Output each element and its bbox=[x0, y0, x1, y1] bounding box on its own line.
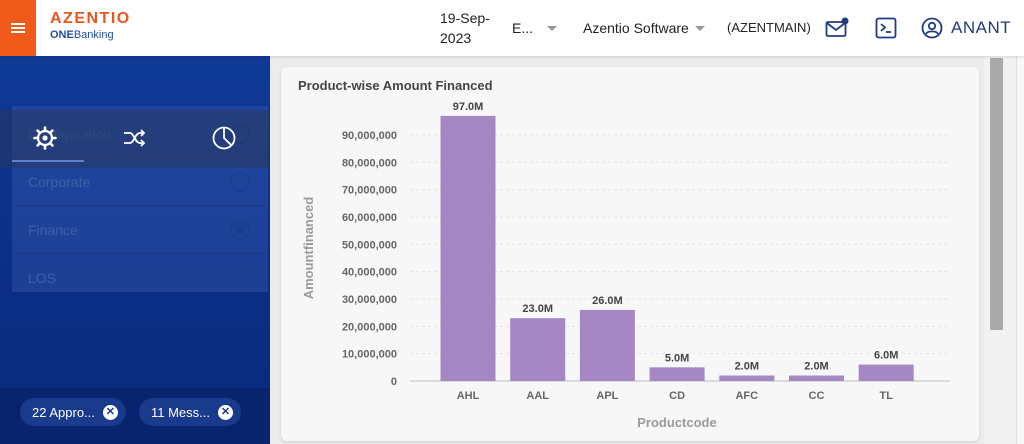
x-tick-label: CC bbox=[809, 390, 825, 402]
y-tick-label: 50,000,000 bbox=[342, 239, 397, 251]
module-item-finance[interactable]: Finance bbox=[12, 206, 268, 254]
y-tick-label: 0 bbox=[391, 376, 397, 388]
company-value: Azentio Software bbox=[583, 20, 689, 36]
user-profile-button[interactable] bbox=[920, 16, 944, 40]
business-date: 19-Sep- 2023 bbox=[440, 8, 490, 48]
user-circle-icon bbox=[921, 17, 943, 39]
approvals-chip-label: 22 Appro... bbox=[32, 404, 95, 420]
hamburger-menu-button[interactable] bbox=[0, 0, 36, 56]
bar-data-label: 2.0M bbox=[735, 361, 759, 373]
mail-notification-icon bbox=[825, 17, 849, 37]
y-tick-label: 30,000,000 bbox=[342, 294, 397, 306]
dashboard-tool-button[interactable] bbox=[210, 124, 238, 152]
bar bbox=[440, 115, 496, 381]
active-tool-indicator bbox=[12, 160, 84, 162]
y-tick-label: 90,000,000 bbox=[342, 130, 397, 142]
radio-button[interactable] bbox=[230, 172, 250, 192]
bar-data-label: 23.0M bbox=[522, 303, 553, 315]
logo-sub-thin: Banking bbox=[73, 29, 114, 41]
x-tick-label: APL bbox=[596, 390, 618, 402]
y-tick-label: 80,000,000 bbox=[342, 157, 397, 169]
y-tick-label: 10,000,000 bbox=[342, 349, 397, 361]
user-name[interactable]: ANANT bbox=[951, 18, 1012, 37]
logo-subbrand: ONEBanking bbox=[50, 29, 131, 41]
bar bbox=[649, 367, 705, 381]
module-item-los[interactable]: LOS bbox=[12, 254, 268, 302]
bar-data-label: 6.0M bbox=[874, 350, 898, 362]
close-icon[interactable]: ✕ bbox=[102, 404, 118, 420]
bar-data-label: 5.0M bbox=[665, 352, 689, 364]
top-header: AZENTIO ONEBanking 19-Sep- 2023 E... Aze… bbox=[0, 0, 1024, 56]
chevron-down-icon bbox=[694, 25, 705, 31]
hamburger-icon bbox=[11, 23, 25, 33]
module-item-label: Finance bbox=[28, 222, 78, 238]
x-axis-label: Productcode bbox=[637, 415, 716, 430]
business-date-line1: 19-Sep- bbox=[440, 10, 490, 26]
chart-title: Product-wise Amount Financed bbox=[298, 78, 493, 93]
y-tick-label: 70,000,000 bbox=[342, 185, 397, 197]
mail-button[interactable] bbox=[825, 16, 849, 40]
gear-icon bbox=[33, 126, 57, 150]
messages-chip-label: 11 Mess... bbox=[151, 404, 211, 420]
app-logo: AZENTIO ONEBanking bbox=[50, 10, 131, 41]
bar bbox=[510, 318, 566, 381]
logo-sub-bold: ONE bbox=[50, 29, 74, 41]
bar-data-label: 97.0M bbox=[453, 101, 484, 113]
bar bbox=[719, 375, 775, 381]
scrollbar-thumb[interactable] bbox=[990, 58, 1003, 330]
shuffle-icon bbox=[124, 129, 146, 147]
approvals-chip[interactable]: 22 Appro... ✕ bbox=[20, 398, 126, 426]
language-dropdown[interactable]: E... bbox=[512, 20, 558, 36]
x-tick-label: TL bbox=[879, 390, 893, 402]
radio-button[interactable] bbox=[230, 268, 250, 288]
chevron-down-icon bbox=[547, 25, 558, 31]
bar bbox=[789, 375, 844, 381]
company-dropdown[interactable]: Azentio Software bbox=[583, 20, 705, 36]
shuffle-tool-button[interactable] bbox=[121, 124, 149, 152]
messages-chip[interactable]: 11 Mess... ✕ bbox=[139, 398, 242, 426]
module-item-corporate[interactable]: Corporate bbox=[12, 158, 268, 206]
x-tick-label: AHL bbox=[457, 390, 480, 402]
x-tick-label: AAL bbox=[526, 390, 549, 402]
x-tick-label: AFC bbox=[735, 390, 758, 402]
x-tick-label: CD bbox=[669, 390, 685, 402]
y-axis-label: Amountfinanced bbox=[301, 197, 316, 300]
language-value: E... bbox=[512, 20, 534, 36]
pie-chart-icon bbox=[212, 126, 236, 150]
radio-button-selected[interactable] bbox=[230, 220, 250, 240]
bar-data-label: 26.0M bbox=[592, 295, 623, 307]
close-icon[interactable]: ✕ bbox=[218, 404, 234, 420]
settings-tool-button[interactable] bbox=[31, 124, 59, 152]
bar bbox=[858, 364, 914, 381]
module-item-label: Corporate bbox=[28, 174, 91, 190]
bar bbox=[579, 309, 635, 381]
y-tick-label: 40,000,000 bbox=[342, 267, 397, 279]
branch-code: (AZENTMAIN) bbox=[727, 20, 811, 35]
module-item-label: LOS bbox=[28, 270, 57, 286]
bar-data-label: 2.0M bbox=[804, 361, 828, 373]
business-date-line2: 2023 bbox=[440, 30, 472, 46]
logo-brand: AZENTIO bbox=[50, 10, 131, 27]
terminal-button[interactable] bbox=[874, 16, 898, 40]
y-tick-label: 60,000,000 bbox=[342, 212, 397, 224]
y-tick-label: 20,000,000 bbox=[342, 321, 397, 333]
terminal-icon bbox=[875, 17, 897, 39]
sidebar: Configuration Corporate Finance LOS bbox=[0, 56, 270, 444]
scrollbar-edge bbox=[1016, 56, 1024, 444]
